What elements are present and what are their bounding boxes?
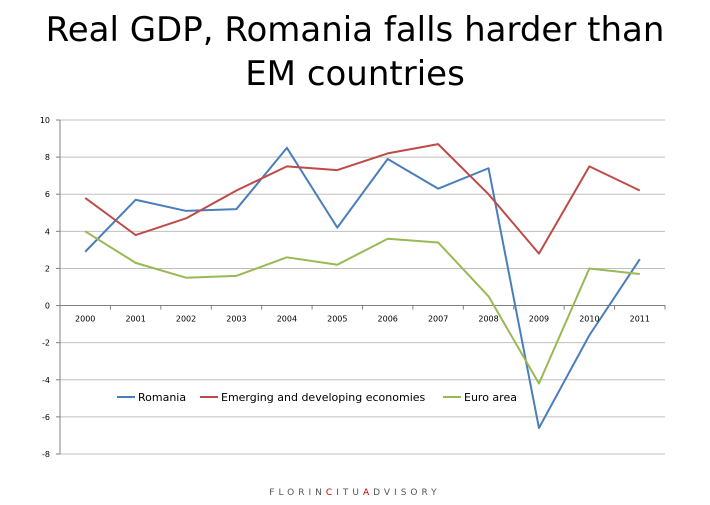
footer-brand: FLORINCITUADVISORY [0, 488, 710, 498]
footer-brand-part: DVISORY [373, 488, 441, 498]
footer-brand-part: C [325, 488, 337, 498]
legend-label: Emerging and developing economies [221, 391, 426, 404]
y-tick-label: 8 [45, 153, 50, 162]
x-tick-label: 2011 [630, 315, 650, 324]
x-tick-label: 2001 [125, 315, 145, 324]
y-tick-label: -4 [42, 376, 50, 385]
legend: Romania Emerging and developing economies… [117, 391, 517, 404]
x-tick-label: 2000 [75, 315, 95, 324]
legend-label: Romania [138, 391, 186, 404]
series-line [84, 230, 640, 385]
y-tick-label: -8 [42, 450, 50, 459]
x-tick-label: 2009 [529, 315, 549, 324]
x-tick-label: 2010 [579, 315, 599, 324]
x-tick-label: 2004 [277, 315, 297, 324]
legend-label: Euro area [464, 391, 517, 404]
x-tick-label: 2003 [226, 315, 246, 324]
series-line [84, 146, 641, 430]
x-tick-label: 2002 [176, 315, 196, 324]
axes: 10 8 6 4 2 0 -2 -4 -6 -8 [40, 116, 666, 459]
series-line [84, 143, 641, 255]
slide-title: Real GDP, Romania falls harder than EM c… [0, 8, 710, 96]
footer-brand-part: A [362, 488, 374, 498]
x-tick-label: 2005 [327, 315, 347, 324]
y-tick-label: 10 [40, 116, 50, 125]
slide-title-line-2: EM countries [245, 54, 465, 94]
x-tick-label: 2007 [428, 315, 448, 324]
series-lines [84, 143, 641, 430]
y-tick-label: -6 [42, 413, 50, 422]
footer-brand-part: FLORIN [269, 488, 326, 498]
x-tick-label: 2006 [378, 315, 398, 324]
x-tick-label: 2008 [478, 315, 498, 324]
footer-brand-part: ITU [336, 488, 363, 498]
y-tick-label: 6 [45, 190, 50, 199]
y-tick-label: 4 [45, 227, 50, 236]
y-tick-label: 2 [45, 264, 50, 273]
y-tick-label: -2 [42, 339, 50, 348]
x-tick-labels: 2000 2001 2002 2003 2004 2005 2006 2007 2008 2009… [75, 315, 650, 324]
slide-title-line-1: Real GDP, Romania falls harder than [45, 10, 665, 50]
y-tick-label: 0 [45, 302, 50, 311]
